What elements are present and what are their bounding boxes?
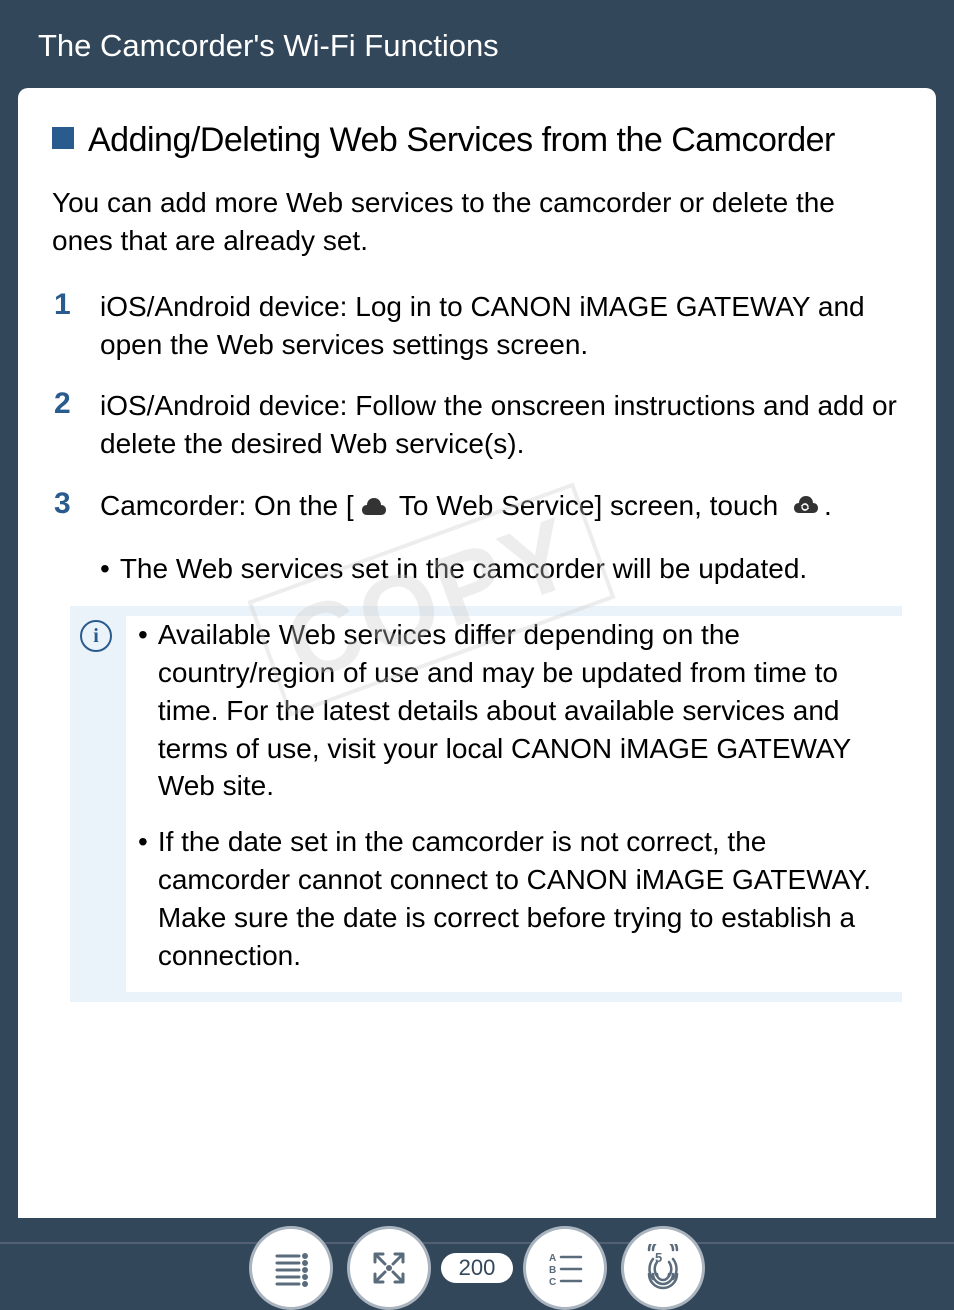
bullet-dot-icon: • bbox=[100, 550, 110, 588]
sub-bullet-list: • The Web services set in the camcorder … bbox=[100, 550, 902, 588]
step-item: 1 iOS/Android device: Log in to CANON iM… bbox=[52, 288, 902, 364]
step-item: 3 Camcorder: On the [ To Web Service] sc… bbox=[52, 487, 902, 527]
index-button[interactable]: A B C bbox=[523, 1226, 607, 1310]
bottom-nav-bar: 200 A B C 5 bbox=[0, 1232, 954, 1304]
step-text: iOS/Android device: Follow the onscreen … bbox=[100, 387, 902, 463]
step-list: 1 iOS/Android device: Log in to CANON iM… bbox=[52, 288, 902, 527]
cloud-icon bbox=[358, 489, 388, 527]
section-heading: Adding/Deleting Web Services from the Ca… bbox=[52, 118, 902, 162]
info-icon: i bbox=[80, 620, 112, 652]
section-square-icon bbox=[52, 127, 74, 149]
section-title: Adding/Deleting Web Services from the Ca… bbox=[88, 118, 835, 162]
step-number: 1 bbox=[52, 288, 100, 364]
step-text-part: . bbox=[824, 490, 832, 521]
step-text-part: Camcorder: On the [ bbox=[100, 490, 354, 521]
info-letter: i bbox=[93, 625, 99, 648]
fullscreen-button[interactable] bbox=[347, 1226, 431, 1310]
svg-text:B: B bbox=[549, 1265, 556, 1276]
expand-arrows-icon bbox=[365, 1244, 413, 1292]
svg-text:A: A bbox=[549, 1253, 556, 1264]
info-bullet-list: • Available Web services differ dependin… bbox=[138, 616, 902, 974]
sub-bullet-text: The Web services set in the camcorder wi… bbox=[120, 550, 807, 588]
page-number: 200 bbox=[441, 1253, 514, 1283]
info-box: i • Available Web services differ depend… bbox=[70, 606, 902, 1002]
info-bullet-text: If the date set in the camcorder is not … bbox=[158, 823, 902, 974]
info-icon-wrap: i bbox=[80, 616, 120, 992]
info-bullet-item: • Available Web services differ dependin… bbox=[138, 616, 902, 805]
intro-paragraph: You can add more Web services to the cam… bbox=[52, 184, 902, 260]
wifi-button[interactable]: 5 bbox=[621, 1226, 705, 1310]
bullet-dot-icon: • bbox=[138, 823, 148, 974]
page-card: COPY Adding/Deleting Web Services from t… bbox=[18, 88, 936, 1218]
step-item: 2 iOS/Android device: Follow the onscree… bbox=[52, 387, 902, 463]
bullet-dot-icon: • bbox=[138, 616, 148, 805]
step-number: 2 bbox=[52, 387, 100, 463]
info-bullet-item: • If the date set in the camcorder is no… bbox=[138, 823, 902, 974]
chapter-title: The Camcorder's Wi-Fi Functions bbox=[0, 0, 954, 88]
toc-lines-icon bbox=[267, 1244, 315, 1292]
wifi-signal-icon: 5 bbox=[639, 1244, 687, 1292]
svg-text:C: C bbox=[549, 1277, 556, 1288]
info-content: • Available Web services differ dependin… bbox=[126, 616, 902, 992]
cloud-sync-icon bbox=[790, 489, 820, 527]
info-bullet-text: Available Web services differ depending … bbox=[158, 616, 902, 805]
step-text: Camcorder: On the [ To Web Service] scre… bbox=[100, 487, 832, 527]
sub-bullet-item: • The Web services set in the camcorder … bbox=[100, 550, 902, 588]
step-text-part: To Web Service] screen, touch bbox=[392, 490, 786, 521]
toc-button[interactable] bbox=[249, 1226, 333, 1310]
index-abc-icon: A B C bbox=[541, 1244, 589, 1292]
step-text: iOS/Android device: Log in to CANON iMAG… bbox=[100, 288, 902, 364]
step-number: 3 bbox=[52, 487, 100, 527]
